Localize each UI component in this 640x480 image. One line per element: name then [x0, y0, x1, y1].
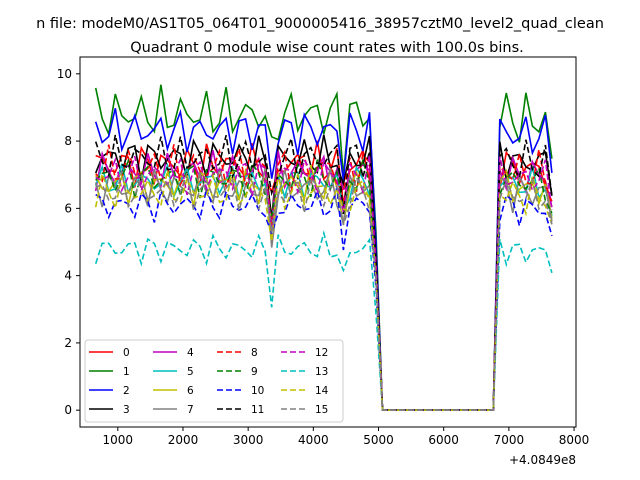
- x-axis: 1000 2000 3000 4000 5000 6000 7000 8000: [103, 427, 590, 447]
- x-tick-label: 8000: [559, 433, 590, 447]
- series-layer: [94, 84, 553, 412]
- legend-label-14: 14: [315, 385, 329, 397]
- legend-label-3: 3: [123, 404, 130, 416]
- x-tick-label: 3000: [233, 433, 264, 447]
- legend-label-11: 11: [251, 404, 264, 416]
- legend-label-1: 1: [123, 366, 130, 378]
- y-tick-label: 4: [64, 269, 72, 283]
- x-tick-label: 5000: [363, 433, 394, 447]
- y-tick-label: 6: [64, 201, 72, 215]
- y-tick-label: 2: [64, 336, 72, 350]
- y-axis: 0 2 4 6 8 10: [57, 67, 80, 417]
- legend-label-9: 9: [251, 366, 258, 378]
- x-tick-label: 1000: [103, 433, 134, 447]
- x-tick-label: 4000: [298, 433, 329, 447]
- plot-frame: [79, 56, 577, 428]
- y-tick-label: 0: [64, 403, 72, 417]
- legend-label-7: 7: [187, 404, 194, 416]
- legend-label-6: 6: [187, 385, 194, 397]
- legend-frame: [84, 339, 344, 423]
- legend-label-0: 0: [123, 347, 130, 359]
- chart-supertitle: n file: modeM0/AS1T05_064T01_9000005416_…: [36, 16, 604, 32]
- y-tick-label: 10: [57, 67, 72, 81]
- legend-label-2: 2: [123, 385, 130, 397]
- series-line-15: [95, 171, 553, 412]
- legend-label-8: 8: [251, 347, 258, 359]
- chart-title: Quadrant 0 module wise count rates with …: [130, 40, 524, 56]
- x-offset-label: +4.0849e8: [509, 453, 576, 467]
- x-tick-label: 7000: [494, 433, 525, 447]
- x-tick-label: 2000: [168, 433, 199, 447]
- y-tick-label: 8: [64, 134, 72, 148]
- legend-label-4: 4: [187, 347, 194, 359]
- legend-label-13: 13: [315, 366, 328, 378]
- x-tick-label: 6000: [428, 433, 459, 447]
- series-line-14: [94, 170, 553, 412]
- legend-label-5: 5: [187, 366, 194, 378]
- legend-label-12: 12: [315, 347, 328, 359]
- legend-label-10: 10: [251, 385, 264, 397]
- series-line-10: [95, 185, 553, 412]
- series-line-13: [94, 230, 553, 412]
- legend-label-15: 15: [315, 404, 328, 416]
